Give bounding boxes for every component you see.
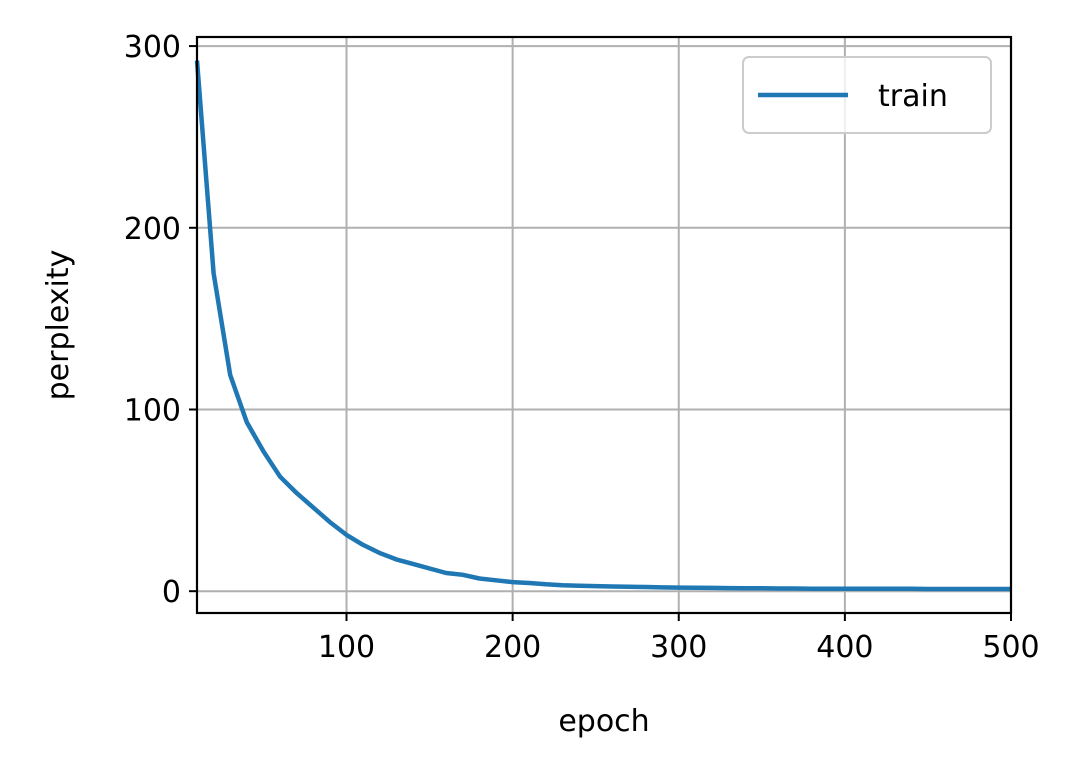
y-tick-label: 200 xyxy=(124,212,181,247)
legend-box xyxy=(742,56,992,134)
plot-frame xyxy=(195,35,1013,615)
x-tick-label: 100 xyxy=(318,630,375,665)
x-tick-label: 500 xyxy=(982,630,1039,665)
y-tick-label: 0 xyxy=(162,575,181,610)
y-axis-label: perplexity xyxy=(41,250,76,401)
axis-ticks: 100 200 300 400 500 0 100 200 300 xyxy=(124,30,1040,665)
x-axis-label: epoch xyxy=(558,704,649,739)
x-tick-label: 400 xyxy=(816,630,873,665)
x-tick-label: 300 xyxy=(650,630,707,665)
x-tick-label: 200 xyxy=(484,630,541,665)
series-line-train xyxy=(194,60,1011,592)
y-tick-label: 300 xyxy=(124,30,181,65)
legend: train xyxy=(742,56,992,134)
legend-label: train xyxy=(878,79,948,114)
series-layer xyxy=(194,60,1011,592)
y-tick-label: 100 xyxy=(124,393,181,428)
